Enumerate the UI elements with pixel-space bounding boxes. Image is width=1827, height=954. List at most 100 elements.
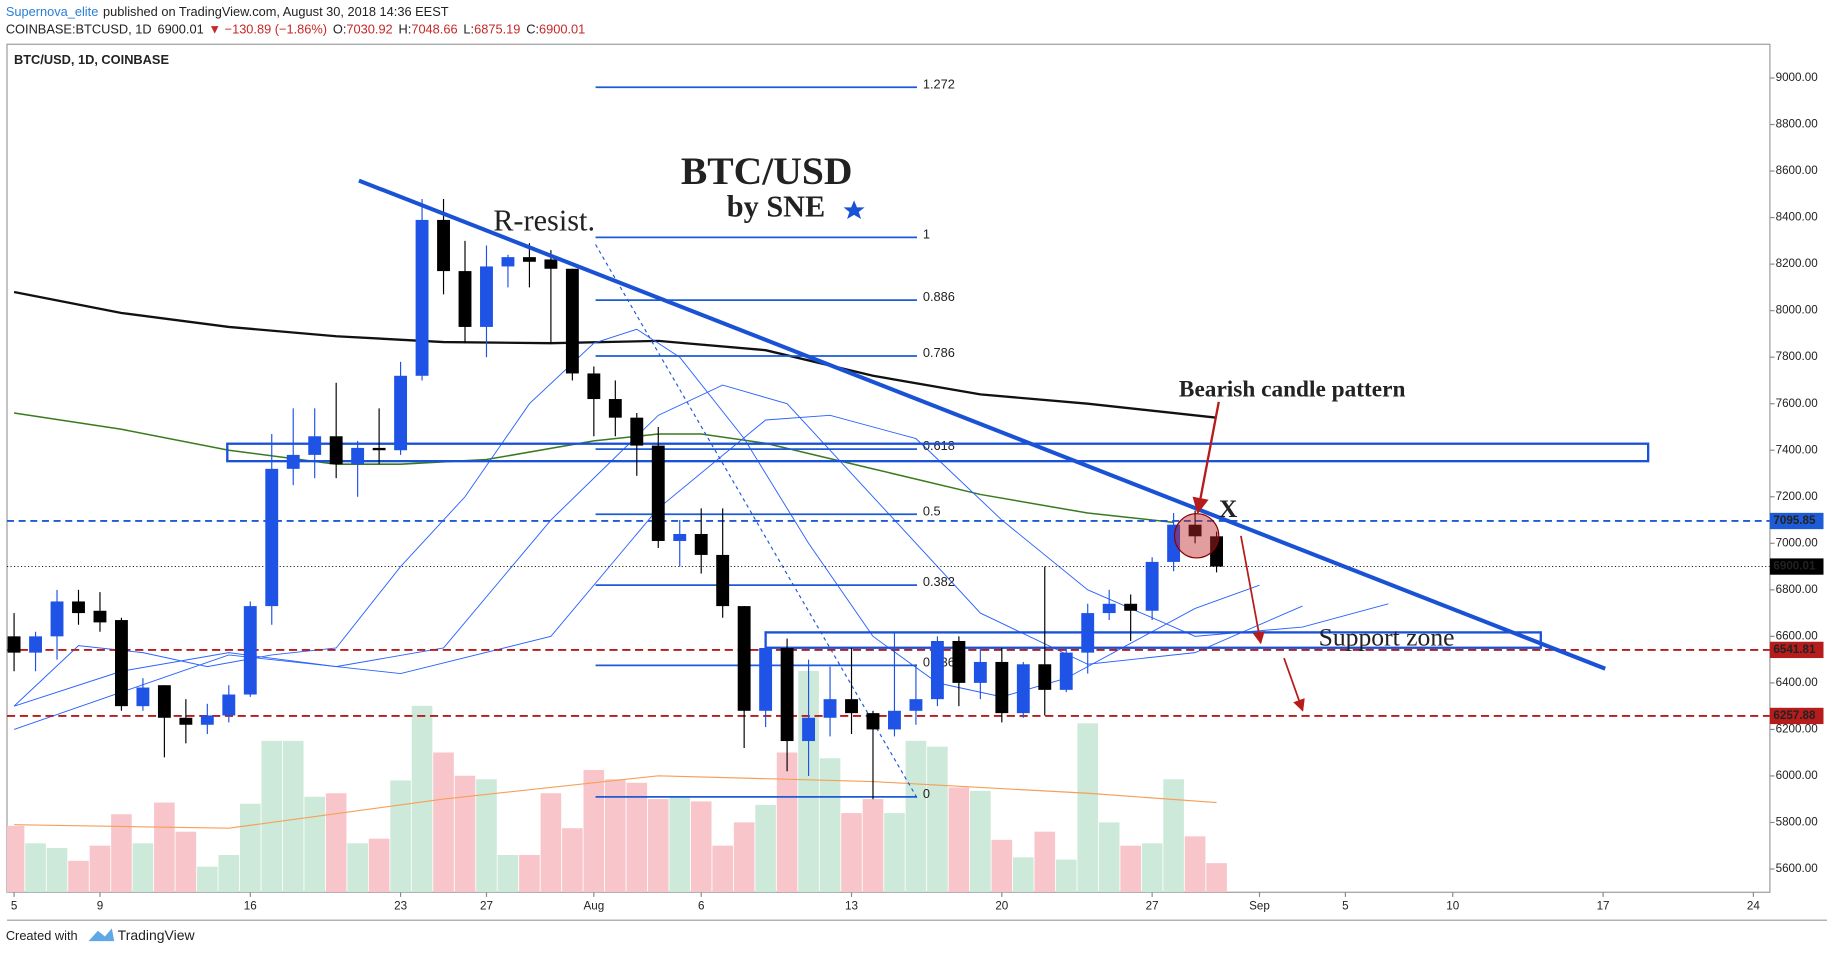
- candle-body: [501, 257, 515, 267]
- y-tick-label: 7800.00: [1776, 350, 1819, 363]
- y-tick-label: 8200.00: [1776, 257, 1819, 270]
- candle-body: [351, 447, 365, 465]
- volume-bar: [733, 822, 755, 893]
- footer-created: Created with: [6, 928, 78, 943]
- candle-body: [136, 687, 150, 707]
- candle-body: [29, 636, 42, 653]
- candle-body: [93, 610, 107, 623]
- volume-bar: [197, 866, 218, 893]
- volume-bar: [304, 796, 326, 893]
- candle-body: [973, 661, 987, 683]
- ohlc-key: L:: [463, 22, 474, 37]
- published: published on TradingView.com, August 30,…: [103, 4, 449, 19]
- volume-bar: [948, 787, 970, 893]
- volume-bar: [690, 801, 712, 893]
- volume-bar: [218, 854, 240, 893]
- volume-bar: [819, 758, 841, 893]
- x-tick-label: 17: [1597, 899, 1610, 912]
- y-tick-label: 7600.00: [1776, 397, 1819, 410]
- candle-body: [759, 647, 773, 711]
- annotation: Bearish candle pattern: [1179, 377, 1406, 403]
- candle-body: [72, 601, 85, 614]
- x-tick-label: 5: [1342, 899, 1348, 912]
- fib-label: 0.382: [923, 574, 955, 589]
- volume-bar: [390, 780, 411, 893]
- y-tick-label: 8400.00: [1776, 211, 1819, 224]
- y-tick-label: 6400.00: [1776, 676, 1819, 689]
- volume-bar: [991, 839, 1013, 893]
- fib-label: 0.786: [923, 345, 955, 360]
- volume-bar: [454, 775, 476, 893]
- x-tick-label: 16: [244, 899, 257, 912]
- volume-bar: [154, 802, 175, 893]
- fib-label: 0: [923, 786, 930, 801]
- volume-bar: [6, 825, 25, 893]
- candle-body: [415, 219, 429, 376]
- volume-ma: [14, 775, 1217, 829]
- candle-body: [265, 468, 279, 607]
- y-tick-label: 6800.00: [1776, 583, 1819, 596]
- candle-body: [1124, 603, 1138, 611]
- x-tick-label: 24: [1747, 899, 1760, 912]
- volume-bar: [111, 814, 132, 893]
- y-tick-label: 5800.00: [1776, 816, 1819, 829]
- candle-body: [694, 533, 708, 555]
- volume-bar: [519, 854, 540, 893]
- volume-bar: [411, 705, 433, 893]
- volume-bar: [669, 796, 691, 893]
- volume-bar: [433, 752, 454, 893]
- moving-average: [13, 414, 1389, 730]
- author[interactable]: Supernova_elite: [6, 4, 99, 19]
- candle-body: [587, 373, 601, 400]
- candle-body: [308, 436, 322, 455]
- candle-body: [565, 268, 579, 374]
- volume-bar: [1012, 857, 1034, 893]
- fib-label: 1.272: [923, 76, 955, 91]
- y-tick-label: 9000.00: [1776, 71, 1819, 84]
- y-tick-label: 5600.00: [1776, 862, 1819, 875]
- ohlc-value: 7048.66: [411, 22, 457, 37]
- price-tag: [1769, 558, 1824, 575]
- volume-bar: [368, 838, 390, 893]
- price-tag: [1769, 641, 1824, 659]
- candle-body: [544, 259, 558, 269]
- candle-body: [50, 601, 64, 637]
- y-tick-label: 6200.00: [1776, 722, 1819, 735]
- candle-body: [802, 717, 816, 742]
- candle-body: [823, 699, 837, 718]
- candle-body: [630, 417, 644, 446]
- annotation: X: [1219, 494, 1238, 523]
- volume-bar: [261, 740, 283, 893]
- star-icon: [843, 200, 865, 219]
- ohlc-key: H:: [399, 22, 412, 37]
- moving-average: [13, 290, 1217, 419]
- candle-body: [7, 636, 21, 653]
- x-tick-label: 5: [11, 899, 17, 912]
- footer-brand[interactable]: TradingView: [118, 927, 196, 943]
- candle-body: [1081, 613, 1095, 653]
- volume-bar: [776, 752, 798, 893]
- volume-bar: [132, 843, 154, 893]
- candle-body: [995, 661, 1009, 714]
- candle-body: [952, 641, 966, 683]
- annotation: Support zone: [1319, 622, 1455, 651]
- volume-bar: [325, 793, 347, 893]
- volume-bar: [347, 843, 368, 893]
- volume-bar: [1098, 822, 1120, 893]
- volume-bar: [282, 740, 304, 893]
- candle-body: [394, 375, 408, 451]
- candle-body: [1038, 664, 1052, 690]
- volume-bar: [476, 779, 497, 893]
- plot: 5600.00 5800.00 6000.00 6200.00 6400.00 6600.…: [6, 71, 1824, 912]
- volume-bar: [1077, 723, 1099, 893]
- tradingview-logo: [88, 928, 115, 942]
- x-tick-label: 27: [1146, 899, 1159, 912]
- arrow: [1240, 535, 1265, 645]
- arrow: [1283, 657, 1305, 712]
- volume-bar: [562, 828, 583, 893]
- candle-body: [1210, 536, 1223, 567]
- candle-body: [480, 266, 493, 327]
- candle-body: [1102, 603, 1116, 614]
